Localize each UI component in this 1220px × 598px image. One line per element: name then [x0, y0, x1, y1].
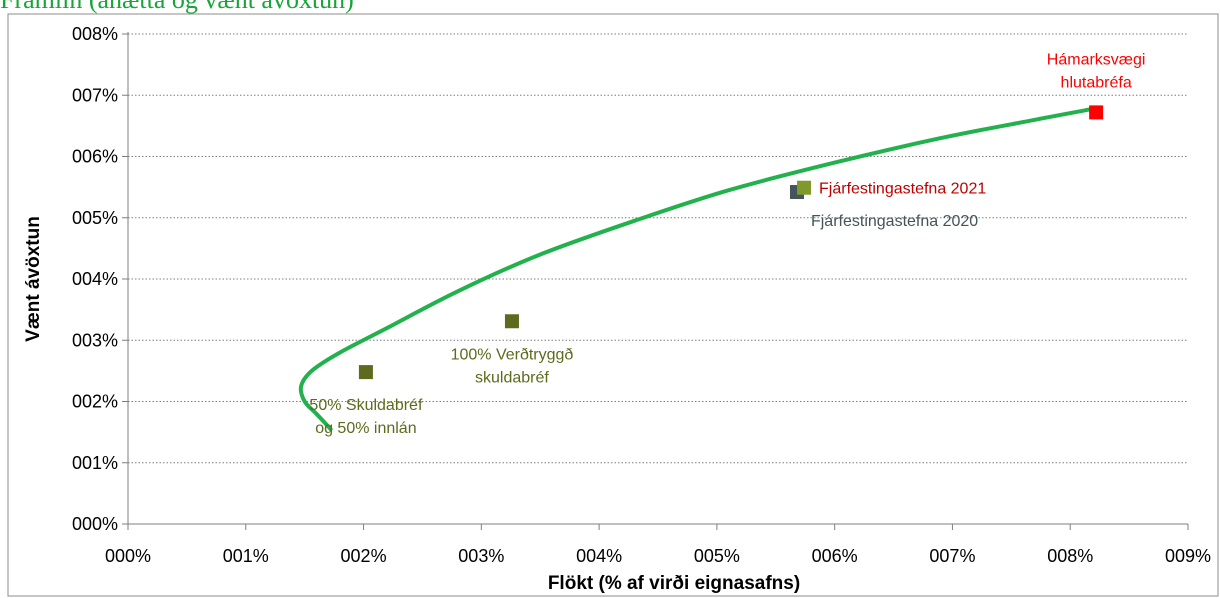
x-tick-label: 007%	[929, 546, 975, 566]
x-tick-label: 003%	[458, 546, 504, 566]
data-point-label: skuldabréf	[475, 369, 549, 386]
data-point	[504, 314, 519, 329]
y-tick-label: 000%	[72, 514, 118, 534]
data-point	[358, 365, 373, 380]
data-point-label: 50% Skuldabréf	[309, 397, 423, 414]
data-point-label: Hámarksvægi	[1047, 51, 1146, 68]
axes	[122, 32, 1189, 530]
x-tick-label: 006%	[812, 546, 858, 566]
data-point	[1089, 105, 1104, 120]
efficient-frontier-line	[298, 106, 1096, 432]
x-tick-label: 009%	[1165, 546, 1211, 566]
gridlines	[128, 33, 1188, 464]
x-tick-label: 004%	[576, 546, 622, 566]
chart-title: Framlín (áhætta og vænt ávöxtun)	[0, 0, 354, 14]
y-tick-label: 004%	[72, 269, 118, 289]
x-tick-label: 001%	[223, 546, 269, 566]
series	[298, 106, 1096, 432]
data-point-label: 100% Verðtryggð	[451, 346, 574, 363]
data-point-label: Fjárfestingastefna 2020	[811, 213, 978, 230]
tick-labels: 000% 001% 002% 003% 004% 005% 006% 007% 008% 000%…	[72, 24, 1211, 566]
data-points	[358, 105, 1104, 380]
y-tick-label: 001%	[72, 453, 118, 473]
x-tick-label: 008%	[1047, 546, 1093, 566]
y-tick-label: 002%	[72, 392, 118, 412]
point-labels: 50% Skuldabréf og 50% innlán 100% Verðtryg…	[309, 51, 1145, 437]
chart-frame	[7, 13, 1219, 597]
x-tick-label: 002%	[341, 546, 387, 566]
data-point-label: Fjárfestingastefna 2021	[819, 181, 986, 198]
y-tick-label: 005%	[72, 208, 118, 228]
y-tick-label: 003%	[72, 330, 118, 350]
y-tick-label: 007%	[72, 85, 118, 105]
data-point-label: og 50% innlán	[315, 420, 416, 437]
x-tick-label: 000%	[105, 546, 151, 566]
y-tick-label: 008%	[72, 24, 118, 44]
data-point	[797, 180, 812, 195]
data-point-label: hlutabréfa	[1061, 74, 1132, 91]
y-tick-label: 006%	[72, 147, 118, 167]
x-tick-label: 005%	[694, 546, 740, 566]
x-axis-title: Flökt (% af virði eignasafns)	[548, 573, 800, 594]
y-axis-title: Vænt ávöxtun	[23, 216, 44, 342]
